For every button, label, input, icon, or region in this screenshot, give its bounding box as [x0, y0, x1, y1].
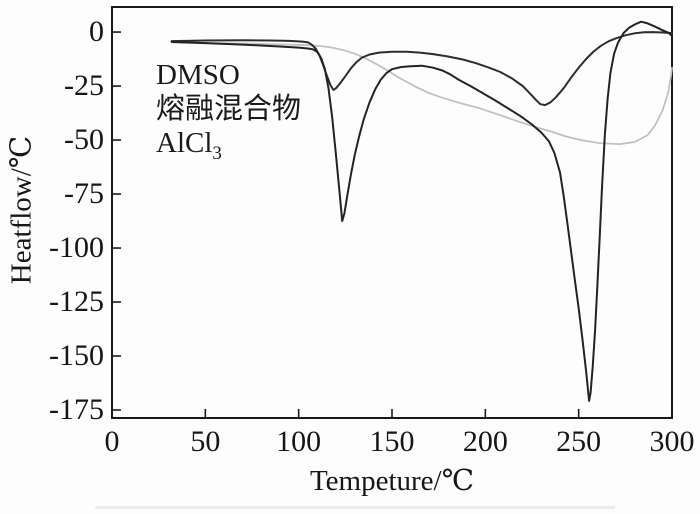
y-tick-label--150: -150: [49, 339, 104, 372]
curve-alcl3: [172, 41, 673, 146]
x-tick-label-0: 0: [104, 425, 120, 458]
x-tick-label-150: 150: [369, 425, 415, 458]
legend-item-alcl3-subscript: 3: [212, 142, 222, 164]
x-tick-label-50: 50: [190, 425, 221, 458]
legend: DMSO 熔融混合物 AlCl3: [156, 58, 302, 163]
legend-item-alcl3: AlCl3: [156, 126, 301, 163]
y-tick-label--100: -100: [49, 231, 104, 265]
y-axis-title: Heatflow/℃: [5, 135, 38, 285]
y-tick-label--175: -175: [49, 393, 104, 426]
legend-item-melt-mixture: 熔融混合物: [156, 93, 302, 125]
legend-item-alcl3-text: AlCl: [156, 127, 213, 159]
y-tick-label-0: 0: [89, 15, 104, 49]
x-tick-label-300: 300: [649, 425, 695, 458]
y-tick-label--25: -25: [64, 69, 104, 103]
x-tick-label-200: 200: [462, 425, 508, 458]
y-tick-label--75: -75: [64, 177, 104, 211]
curve-melt-mixture: [170, 20, 673, 402]
legend-item-dmso: DMSO: [156, 59, 240, 91]
y-tick-label--125: -125: [49, 285, 104, 319]
x-tick-label-100: 100: [276, 425, 322, 458]
x-tick-label-250: 250: [556, 425, 602, 458]
y-tick-label--50: -50: [64, 123, 104, 157]
x-axis-title: Tempeture/℃: [309, 465, 475, 497]
scan-artifact-line: [95, 506, 615, 509]
